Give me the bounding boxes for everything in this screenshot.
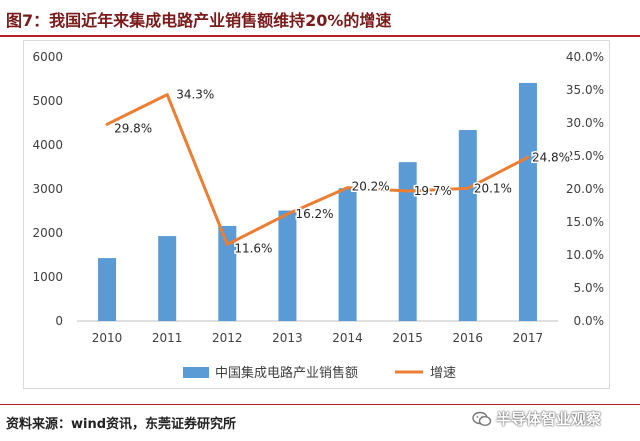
bar <box>158 236 177 321</box>
line-data-label: 19.7% <box>414 184 452 198</box>
x-tick-label: 2015 <box>392 331 423 345</box>
y-right-tick-label: 25.0% <box>566 149 604 163</box>
x-tick-label: 2010 <box>92 331 123 345</box>
bar <box>338 188 357 321</box>
bar <box>398 162 417 321</box>
bar <box>218 225 237 321</box>
bar <box>278 210 297 321</box>
bar <box>98 258 117 321</box>
y-right-tick-label: 30.0% <box>566 116 604 130</box>
source-divider <box>0 404 640 405</box>
line-data-label: 20.1% <box>474 181 512 195</box>
watermark-text: 半导体智业观察 <box>496 410 602 428</box>
line-data-label: 34.3% <box>176 88 214 102</box>
line-data-label: 11.6% <box>234 241 272 255</box>
y-right-tick-label: 5.0% <box>574 281 605 295</box>
x-tick-label: 2013 <box>272 331 303 345</box>
y-left-tick-label: 3000 <box>32 182 63 196</box>
line-data-label: 20.2% <box>352 180 390 194</box>
x-tick-label: 2017 <box>513 331 544 345</box>
y-right-tick-label: 0.0% <box>574 314 605 328</box>
x-tick-label: 2011 <box>152 331 183 345</box>
legend-bar-label: 中国集成电路产业销售额 <box>215 365 358 381</box>
line-data-label: 24.8% <box>532 150 570 164</box>
watermark: 半导体智业观察 <box>472 408 601 429</box>
line-data-label: 29.8% <box>114 121 152 135</box>
line-data-label: 16.2% <box>295 207 333 221</box>
growth-line <box>105 93 530 246</box>
y-left-tick-label: 4000 <box>32 138 63 152</box>
y-right-tick-label: 40.0% <box>566 50 604 64</box>
chart-frame <box>23 40 610 389</box>
title-divider <box>0 35 640 37</box>
y-right-tick-label: 10.0% <box>566 248 604 262</box>
y-right-tick-label: 20.0% <box>566 182 604 196</box>
y-left-tick-label: 6000 <box>32 50 63 64</box>
figure-title: 图7：我国近年来集成电路产业销售额维持20%的增速 <box>6 11 392 30</box>
legend-bar-swatch <box>183 367 209 378</box>
y-left-tick-label: 0 <box>55 314 63 328</box>
x-tick-label: 2014 <box>332 331 363 345</box>
bar <box>458 130 477 321</box>
wechat-icon <box>472 411 492 426</box>
source-note: 资料来源：wind资讯，东莞证券研究所 <box>6 417 237 432</box>
y-left-tick-label: 1000 <box>32 270 63 284</box>
bar <box>518 82 537 322</box>
y-left-tick-label: 5000 <box>32 94 63 108</box>
y-left-tick-label: 2000 <box>32 226 63 240</box>
y-right-tick-label: 15.0% <box>566 215 604 229</box>
x-tick-label: 2016 <box>453 331 484 345</box>
x-tick-label: 2012 <box>212 331 243 345</box>
y-right-tick-label: 35.0% <box>566 83 604 97</box>
legend-line-label: 增速 <box>430 366 456 381</box>
